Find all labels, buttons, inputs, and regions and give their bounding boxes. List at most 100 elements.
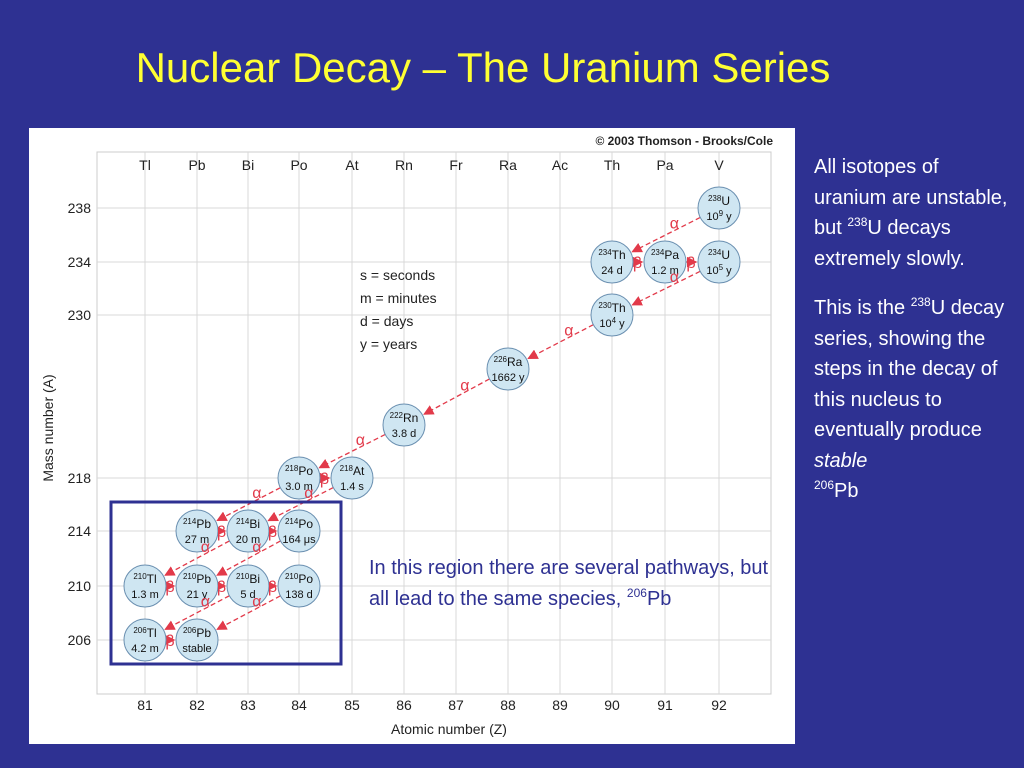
nuclide-halflife: 5 d [240, 589, 255, 601]
element-header: Ac [552, 157, 568, 173]
element-header: Fr [449, 157, 463, 173]
nuclide-circle [643, 240, 687, 284]
nuclide-node: 210Tl 1.3 m [123, 564, 167, 608]
p1-sup: 238 [847, 215, 868, 229]
alpha-decay-arrow [631, 216, 701, 253]
beta-label: β [320, 471, 329, 488]
legend-entry: s = seconds [360, 267, 435, 283]
nuclide-symbol: 210Bi [236, 572, 260, 586]
element-header: V [714, 157, 724, 173]
side-paragraph-2: This is the 238U decay series, showing t… [814, 293, 1014, 507]
alpha-label: α [252, 485, 261, 502]
z-tick-label: 86 [396, 697, 412, 713]
nuclide-symbol: 210Pb [183, 572, 211, 586]
alpha-decay-arrow [216, 540, 281, 576]
nuclide-symbol: 218Po [285, 464, 313, 478]
alpha-label: α [564, 323, 573, 340]
p2-italic: stable [814, 449, 868, 472]
region-note-text: In this region there are several pathway… [369, 557, 769, 610]
nuclide-halflife: 164 μs [282, 534, 316, 546]
element-header: Pb [188, 157, 205, 173]
a-tick-label: 218 [68, 470, 92, 486]
legend-entry: d = days [360, 313, 413, 329]
nuclide-circle [226, 564, 270, 608]
nuclide-circle [175, 509, 219, 553]
nuclide-circle [277, 456, 321, 500]
nuclide-symbol: 210Tl [133, 572, 156, 586]
element-header: Ra [499, 157, 517, 173]
nuclide-node: 222Rn 3.8 d [382, 403, 426, 447]
nuclide-halflife: 3.0 m [285, 481, 313, 493]
x-axis-label: Atomic number (Z) [391, 721, 507, 737]
nuclide-node: 226Ra 1662 y [486, 347, 530, 391]
element-header: Pa [656, 157, 673, 173]
p2-sup: 238 [910, 295, 931, 309]
nuclide-circle [590, 240, 634, 284]
nuclide-circle [697, 240, 741, 284]
p1-rest: U decays extremely slowly. [814, 217, 965, 270]
nuclide-circle [277, 564, 321, 608]
a-tick-label: 206 [68, 632, 92, 648]
alpha-decay-arrow [631, 270, 701, 306]
nuclide-symbol: 206Pb [183, 626, 211, 640]
alpha-label: α [670, 216, 679, 233]
alpha-decay-arrow [216, 595, 281, 630]
p1-text: All isotopes of uranium are unstable, bu… [814, 156, 1008, 239]
nuclide-halflife: 109 y [706, 209, 732, 223]
a-tick-label: 210 [68, 578, 92, 594]
nuclide-circle [226, 509, 270, 553]
nuclide-halflife: 1.4 s [340, 481, 364, 493]
slide-title: Nuclear Decay – The Uranium Series [135, 44, 831, 91]
alpha-decay-arrow [216, 487, 281, 521]
element-header: Rn [395, 157, 413, 173]
nuclide-symbol: 226Ra [494, 355, 523, 369]
alpha-decay-arrow [164, 595, 230, 630]
alpha-label: α [252, 594, 261, 611]
nuclide-symbol: 214Po [285, 517, 313, 531]
alpha-label: α [252, 539, 261, 556]
nuclide-node: 234Th 24 d [590, 240, 634, 284]
beta-label: β [217, 579, 226, 596]
nuclide-node: 210Pb 21 y [175, 564, 219, 608]
nuclide-halflife: 4.2 m [131, 643, 159, 655]
nuclide-symbol: 210Po [285, 572, 313, 586]
alpha-decay-arrow [164, 540, 230, 576]
nuclide-node: 234Pa 1.2 m [643, 240, 687, 284]
nuclide-symbol: 234U [708, 248, 730, 262]
nuclide-halflife: 1.2 m [651, 265, 679, 277]
y-axis-label: Mass number (A) [40, 374, 56, 481]
a-tick-label: 230 [68, 307, 92, 323]
a-tick-label: 234 [68, 254, 92, 270]
region-note: In this region there are several pathway… [369, 553, 769, 615]
nuclide-node: 214Bi 20 m [226, 509, 270, 553]
nuclide-circle [277, 509, 321, 553]
region-note-sup: 206 [626, 586, 647, 600]
nuclide-node: 214Pb 27 m [175, 509, 219, 553]
nuclide-circle [175, 618, 219, 662]
legend-entry: m = minutes [360, 290, 437, 306]
beta-label: β [633, 255, 642, 272]
element-header: Bi [242, 157, 254, 173]
z-tick-label: 85 [344, 697, 360, 713]
nuclide-symbol: 234Th [598, 248, 625, 262]
z-tick-label: 83 [240, 697, 256, 713]
region-note-element: Pb [646, 588, 672, 610]
region-highlight-box [109, 500, 343, 666]
nuclide-circle [330, 456, 374, 500]
alpha-decay-arrow [423, 378, 490, 415]
nuclide-symbol: 206Tl [133, 626, 156, 640]
p2-text: This is the [814, 297, 911, 319]
beta-label: β [165, 633, 174, 650]
nuclide-halflife: 104 y [599, 316, 625, 330]
p2-sup2: 206 [814, 478, 835, 492]
z-tick-label: 89 [552, 697, 568, 713]
z-tick-label: 87 [448, 697, 464, 713]
nuclide-halflife: 27 m [185, 534, 209, 546]
decay-chart-figure: 238U 109 y 234Th 24 d 234Pa 1.2 m 234U 105 y 230… [29, 128, 795, 744]
element-header: Tl [139, 157, 151, 173]
nuclide-circle [175, 564, 219, 608]
